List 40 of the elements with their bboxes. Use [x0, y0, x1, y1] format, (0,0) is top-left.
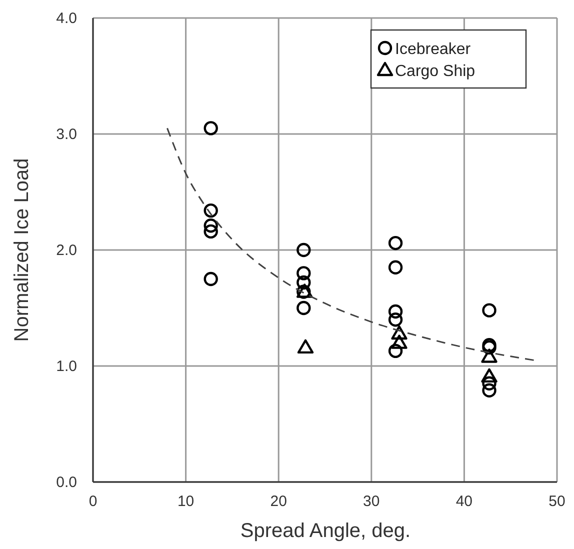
x-tick-label: 10 [177, 493, 194, 510]
point [482, 383, 496, 398]
point [481, 368, 498, 383]
point [388, 260, 403, 274]
point [296, 266, 311, 280]
y-axis-title: Normalized Ice Load [11, 158, 33, 342]
point [391, 334, 408, 349]
point [204, 272, 218, 286]
x-tick-label: 50 [548, 493, 566, 510]
y-tick-label: 1.0 [56, 358, 77, 375]
point [297, 339, 314, 354]
point [391, 325, 408, 340]
legend-label: Icebreaker [395, 41, 472, 58]
point [204, 224, 218, 239]
point [204, 203, 218, 218]
point [296, 300, 311, 316]
point [388, 312, 403, 327]
x-tick-label: 40 [456, 493, 473, 510]
x-axis-title: Spread Angle, deg. [240, 520, 411, 542]
y-tick-label: 0.0 [56, 474, 77, 491]
point [204, 218, 218, 233]
line-series [166, 127, 535, 361]
point [388, 304, 403, 319]
point [388, 344, 403, 358]
y-tick-label: 4.0 [56, 10, 77, 27]
x-tick-label: 20 [270, 493, 287, 510]
y-tick-label: 2.0 [56, 242, 77, 259]
x-tick-label: 0 [88, 493, 98, 510]
point [296, 242, 311, 258]
point [481, 348, 498, 363]
legend-label: Cargo Ship [395, 63, 476, 80]
point [204, 121, 218, 136]
point [482, 340, 496, 355]
point [482, 303, 496, 318]
y-tick-label: 3.0 [56, 126, 77, 143]
point [482, 338, 496, 352]
point [482, 376, 496, 390]
point [388, 236, 403, 250]
point [296, 275, 311, 290]
x-tick-label: 30 [363, 493, 380, 510]
